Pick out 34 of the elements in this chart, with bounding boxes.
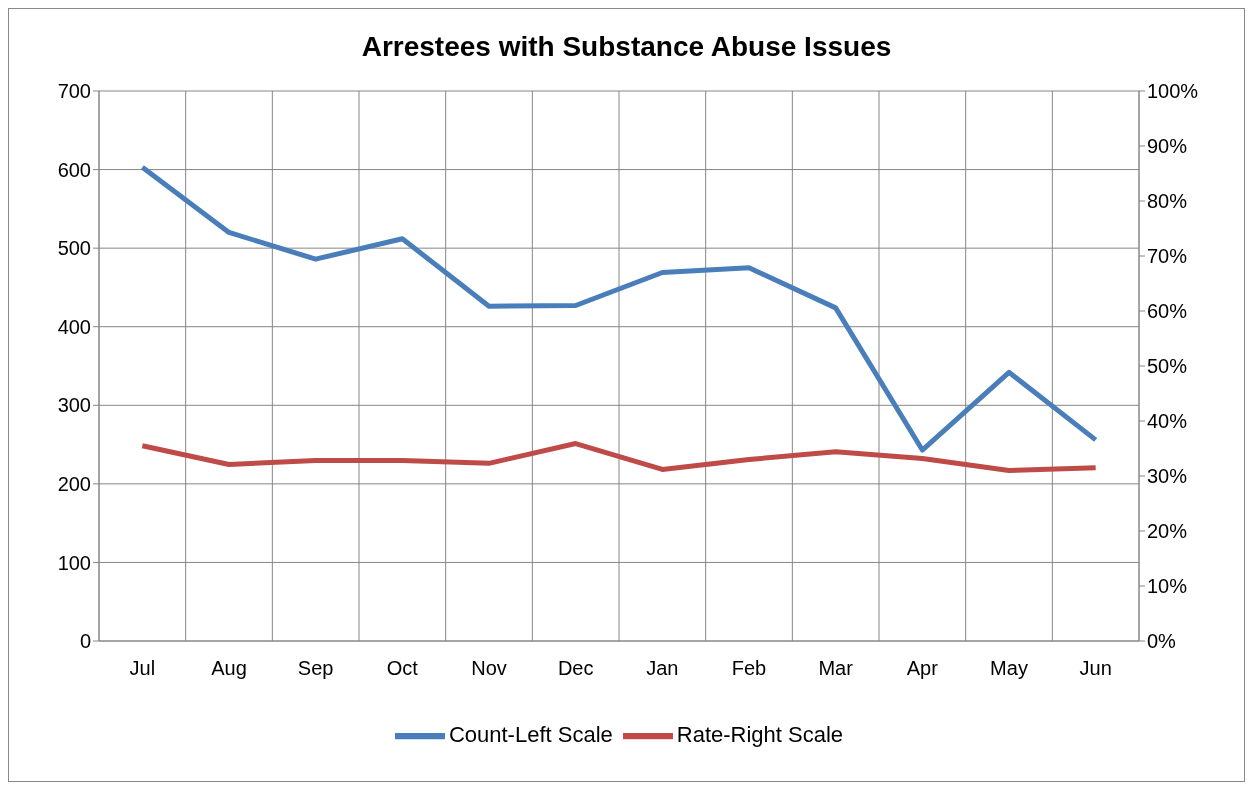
x-tick-label: May [990, 657, 1028, 680]
legend-label: Rate-Right Scale [676, 721, 844, 747]
y2-tick-label: 60% [1147, 300, 1188, 323]
y-tick-label: 100 [57, 551, 91, 574]
y2-tick-label: 90% [1147, 135, 1188, 158]
y-tick-label: 0 [79, 630, 91, 653]
y-tick-label: 700 [57, 80, 91, 103]
x-tick-label: Feb [731, 657, 767, 680]
x-tick-label: Mar [818, 657, 854, 680]
y-tick-label: 200 [57, 472, 91, 495]
y2-tick-label: 10% [1147, 575, 1188, 598]
y2-tick-label: 0% [1147, 630, 1177, 653]
x-tick-label: Jun [1079, 657, 1112, 680]
x-tick-label: Aug [211, 657, 247, 680]
y-tick-label: 500 [57, 237, 91, 260]
x-tick-label: Nov [471, 657, 507, 680]
y2-tick-label: 70% [1147, 245, 1188, 268]
x-tick-label: Dec [557, 657, 594, 680]
x-tick-label: Jan [646, 657, 679, 680]
y-tick-label: 400 [57, 315, 91, 338]
x-tick-label: Jul [129, 657, 156, 680]
x-tick-label: Oct [386, 657, 419, 680]
y2-tick-label: 50% [1147, 355, 1188, 378]
y-tick-label: 300 [57, 394, 91, 417]
legend-label: Count-Left Scale [448, 721, 613, 747]
y-tick-label: 600 [57, 158, 91, 181]
y2-tick-label: 40% [1147, 410, 1188, 433]
y2-tick-label: 100% [1147, 80, 1199, 103]
y2-tick-label: 30% [1147, 465, 1188, 488]
y2-tick-label: 20% [1147, 520, 1188, 543]
x-tick-label: Apr [906, 657, 939, 680]
x-tick-label: Sep [297, 657, 334, 680]
y2-tick-label: 80% [1147, 190, 1188, 213]
chart-title: Arrestees with Substance Abuse Issues [360, 31, 893, 64]
